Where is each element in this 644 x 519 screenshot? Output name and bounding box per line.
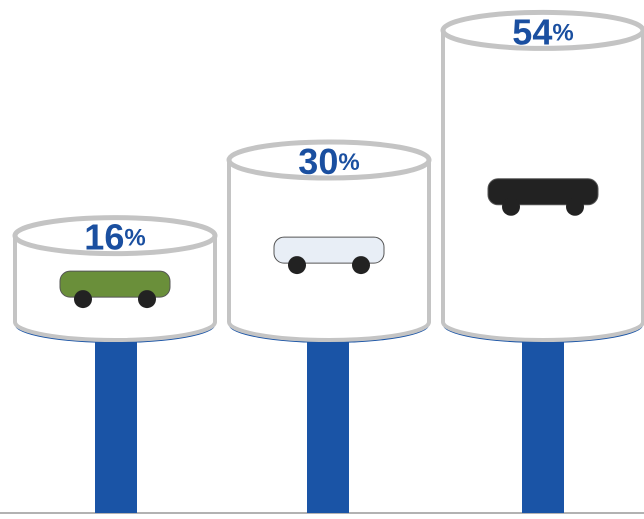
vehicle-wheel	[138, 290, 156, 308]
cylinder	[443, 12, 643, 343]
vehicle-wheel	[502, 198, 520, 216]
vehicle-wheel	[74, 290, 92, 308]
pole	[522, 330, 564, 513]
vehicle-wheel	[288, 256, 306, 274]
pole	[95, 330, 137, 513]
vehicle-wheel	[352, 256, 370, 274]
chart: 16%30%54%	[0, 0, 644, 519]
vehicle-wheel	[566, 198, 584, 216]
pole	[307, 330, 349, 513]
